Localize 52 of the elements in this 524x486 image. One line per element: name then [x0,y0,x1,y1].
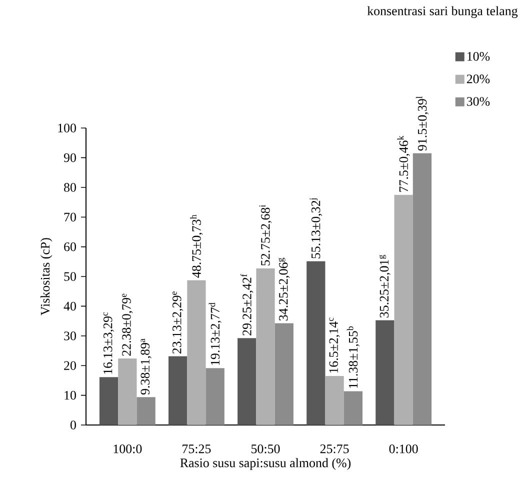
bar [256,268,275,425]
y-tick-label: 40 [64,302,76,311]
y-tick-label: 80 [64,183,76,192]
legend-label: 10% [468,52,490,61]
y-axis-title: Viskositas (cP) [40,238,52,316]
bar [325,376,344,425]
data-label: 22.38±0,79$^{e}$ [122,294,133,356]
data-label: 35.25±2,01$^{g}$ [379,254,390,318]
bar [376,320,394,425]
legend-title: konsentrasi sari bunga telang [367,6,518,18]
data-label: 9.38±1,89$^{a}$ [140,338,152,395]
bar [344,391,362,425]
x-tick-label: 50:50 [252,444,280,454]
bar [136,397,156,425]
legend-label: 20% [466,74,490,84]
x-tick-label: 0:100 [389,444,418,454]
data-label: 52.75±2,68$^{i}$ [259,204,272,266]
bar [274,323,294,425]
x-tick-label: 100:0 [114,444,142,454]
bar [412,153,432,425]
data-label: 16.5±2,14$^{c}$ [329,318,340,373]
data-label: 16.13±3,29$^{c}$ [103,312,114,374]
y-tick-label: 60 [64,242,76,252]
bar [118,358,137,425]
bar [238,338,256,425]
bar [168,356,188,425]
y-tick-label: 20 [64,361,76,370]
x-tick-label: 25:75 [320,444,349,454]
data-label: 23.13±2,29$^{e}$ [172,291,184,354]
bar [306,261,326,425]
bar [206,368,224,425]
data-label: 91.5±0,39$^{l}$ [416,96,429,151]
y-tick-label: 100 [58,124,76,132]
x-axis-title: Rasio susu sapi:susu almond (%) [180,458,351,470]
y-tick-label: 10 [64,390,76,400]
data-label: 34.25±2,06$^{g}$ [278,258,290,320]
legend-label: 30% [466,97,490,106]
y-tick-label: 50 [64,272,76,281]
data-label: 77.5±0,46$^{k}$ [397,136,410,192]
y-tick-label: 70 [64,212,76,222]
data-label: 19.13±2,77$^{d}$ [208,302,222,365]
data-label: 48.75±0,73$^{h}$ [190,214,203,278]
x-tick-label: 75:25 [182,444,211,454]
data-label: 55.13±0,32$^{j}$ [310,198,322,258]
bar [394,194,413,425]
data-label: 29.25±2,42$^{f}$ [240,274,254,336]
y-tick-label: 90 [64,153,76,162]
y-tick-label: 30 [64,332,76,340]
data-label: 11.38±1,55$^{b}$ [346,326,360,388]
y-tick-label: 0 [70,420,76,430]
bar [187,280,206,425]
bar [99,377,118,425]
